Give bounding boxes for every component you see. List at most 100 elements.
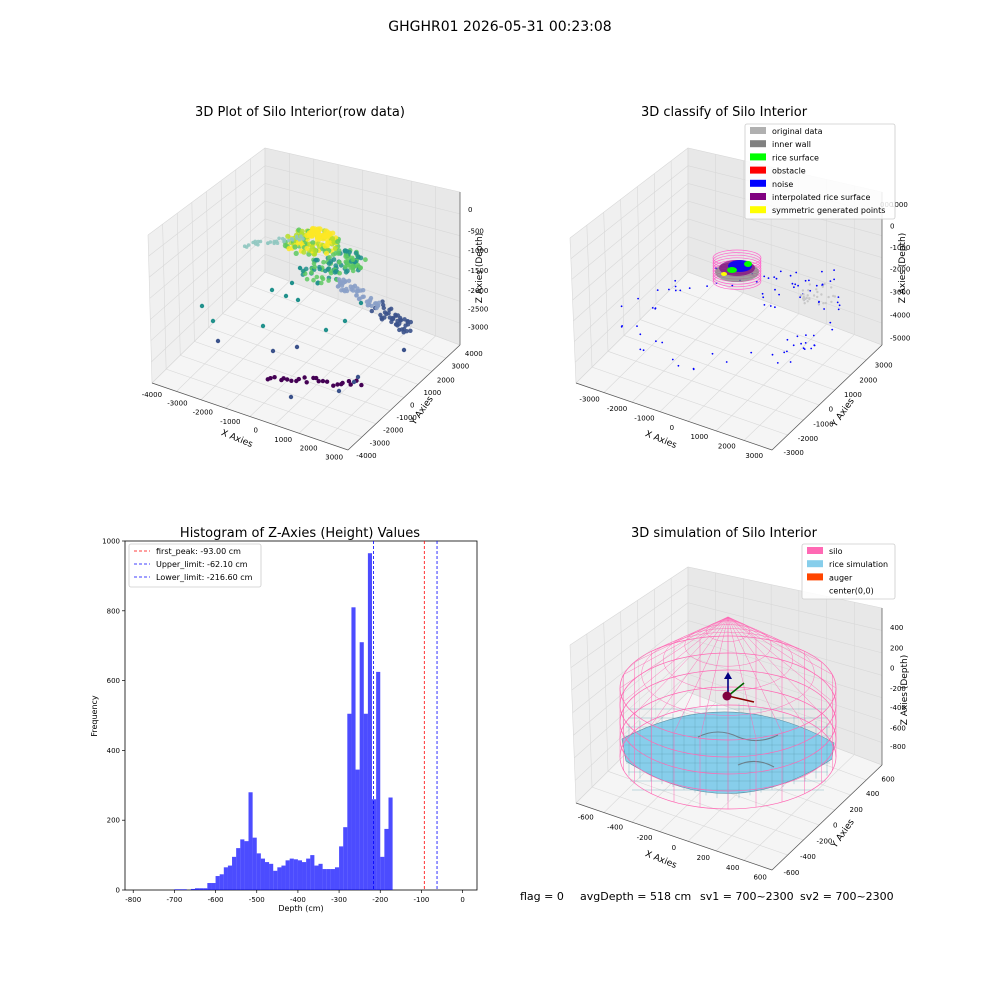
z-tick-label: -1500 [468,267,488,275]
data-point [288,394,294,400]
x-tick-label: 2000 [300,445,318,453]
legend-swatch [750,206,766,214]
grid-line [220,180,223,314]
subplot-simulation-3d: 3D simulation of Silo Interior -600-400-… [569,526,910,881]
x-tick-label: 3000 [325,453,343,461]
data-point [301,249,307,255]
grid-line [235,169,238,300]
rice-surface-points [744,261,752,267]
noise-point [778,293,780,296]
data-point [310,240,316,246]
y-tick-label: -3000 [370,439,390,447]
original-point [821,285,824,288]
histogram-bar [330,869,335,890]
data-point [344,248,350,254]
x-tick-label: -800 [125,896,141,904]
grid-line [149,200,461,299]
subplot2-zlabel: Z Axies (Depth) [898,233,908,304]
noise-point [783,351,786,354]
histogram-bar [244,841,249,890]
data-point [342,289,347,294]
y-tick-label: 0 [410,402,414,410]
data-point [337,259,342,265]
data-point [300,268,306,274]
data-point [287,238,291,243]
subplot2-legend: original data inner wall rice surface obsta… [744,123,896,220]
grid-line [687,313,800,422]
histogram-bar [273,870,278,890]
x-tick-label: -1000 [634,414,654,422]
data-point [394,322,399,327]
grid-line [637,186,641,320]
y-tick-label: 4000 [465,350,483,358]
subplot1-title: 3D Plot of Silo Interior(row data) [195,105,405,120]
silo-roof-line [727,616,822,663]
data-point [343,252,349,258]
data-point [346,278,352,283]
z-tick-label: -3000 [468,324,488,332]
data-point [297,265,303,271]
histogram-ticks: -800 -700 -600 -500 -400 -300 -200 -100 0 0 200 400… [102,538,465,905]
y-tick-label: 800 [107,607,120,615]
histogram-bar [219,874,224,890]
status-footer: flag = 0 avgDepth = 518 cm sv1 = 700~230… [520,890,894,903]
y-tick-label: 3000 [451,363,469,371]
silo-roof-line [727,616,833,675]
noise-point [786,338,789,341]
data-point [328,259,334,264]
data-point [363,257,368,263]
legend-swatch [807,573,823,581]
grid-line [150,218,461,320]
original-point [807,289,810,292]
noise-point [620,325,623,328]
grid-line [574,253,883,363]
x-axis-line [575,802,773,871]
x-tick-label: 1000 [274,436,292,444]
original-point [830,300,833,304]
legend-swatch [750,193,766,200]
symmetric-points [721,272,727,276]
histogram-legend: first_peak: -93.00 cm Upper_limit: -62.10… [128,543,262,588]
noise-point [829,280,832,282]
z-tick-label: -2500 [468,305,488,313]
noise-point [775,277,778,280]
x-tick-label: 3000 [745,452,763,460]
grid-line [743,334,855,441]
histogram-bar [240,839,245,890]
silo-roof-ring [684,624,772,667]
data-point [402,317,407,322]
data-point [301,237,305,241]
grid-line [659,303,772,412]
data-point [337,270,343,276]
y-tick-label: -400 [800,853,816,861]
grid-line [653,173,657,304]
subplot2-ylabel: Y Axies [829,396,857,429]
grid-line [607,351,804,421]
data-point [366,302,371,308]
noise-point [654,307,657,309]
legend-label: Upper_limit: -62.10 cm [156,560,248,569]
silo-roof-line [727,616,837,689]
noise-point [837,308,840,311]
noise-point [833,278,835,281]
noise-point [656,289,659,291]
grid-line [655,303,851,376]
noise-point [767,277,770,279]
legend-label: inner wall [772,140,811,149]
data-point [369,303,374,308]
data-point [348,382,353,387]
data-point [304,380,309,385]
histogram-bar [322,869,327,890]
data-point [335,239,341,245]
data-point [387,307,392,312]
subplot1-grid [147,147,461,451]
data-point [361,294,366,299]
data-point [380,299,385,304]
data-point [309,244,315,250]
noise-point [815,284,818,287]
grid-line [572,200,883,301]
histogram-bar [326,869,331,890]
histogram-bar [207,883,212,890]
histogram-bar [367,553,373,890]
histogram-bar [252,837,257,890]
